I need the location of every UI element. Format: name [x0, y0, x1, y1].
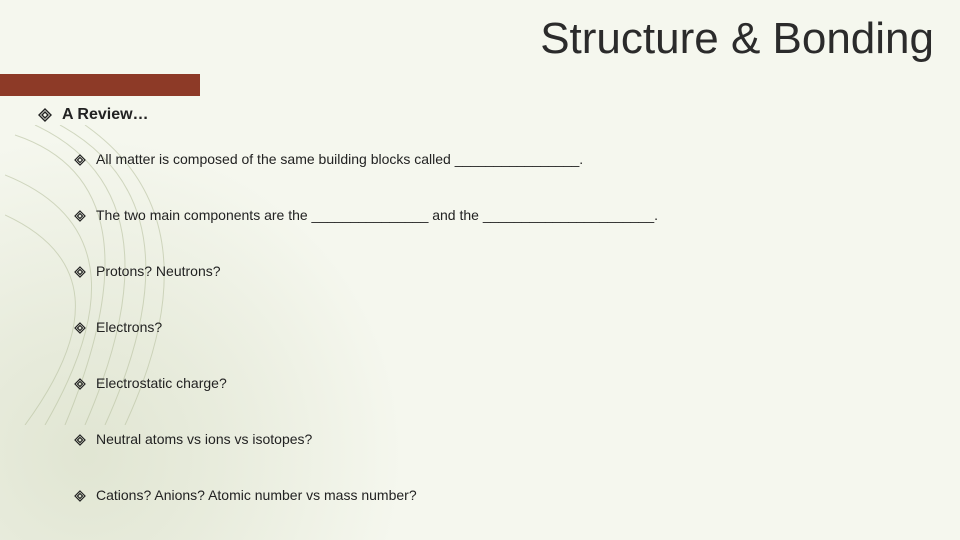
list-item-text: Cations? Anions? Atomic number vs mass n… — [96, 487, 417, 503]
slide-title: Structure & Bonding — [540, 14, 934, 64]
list-item-text: Electrons? — [96, 319, 162, 335]
slide-body: A Review… All matter is composed of the … — [38, 106, 934, 540]
list-item-text: Protons? Neutrons? — [96, 263, 221, 279]
diamond-bullet-icon — [74, 433, 86, 451]
accent-bar — [0, 74, 200, 96]
diamond-bullet-icon — [74, 153, 86, 171]
heading-text: A Review… — [62, 106, 149, 124]
list-item: The two main components are the ________… — [74, 207, 934, 227]
diamond-bullet-icon — [74, 265, 86, 283]
diamond-bullet-icon — [74, 209, 86, 227]
list-item: Protons? Neutrons? — [74, 263, 934, 283]
list-item: Cations? Anions? Atomic number vs mass n… — [74, 487, 934, 507]
diamond-bullet-icon — [38, 108, 52, 127]
list-item: Neutral atoms vs ions vs isotopes? — [74, 431, 934, 451]
list-item: All matter is composed of the same build… — [74, 151, 934, 171]
list-item-text: All matter is composed of the same build… — [96, 151, 583, 167]
list-item-text: The two main components are the ________… — [96, 207, 658, 223]
diamond-bullet-icon — [74, 321, 86, 339]
diamond-bullet-icon — [74, 489, 86, 507]
list-item: Electrostatic charge? — [74, 375, 934, 395]
diamond-bullet-icon — [74, 377, 86, 395]
list-item-text: Neutral atoms vs ions vs isotopes? — [96, 431, 312, 447]
heading-row: A Review… — [38, 106, 934, 127]
list-item: Electrons? — [74, 319, 934, 339]
list-item-text: Electrostatic charge? — [96, 375, 227, 391]
